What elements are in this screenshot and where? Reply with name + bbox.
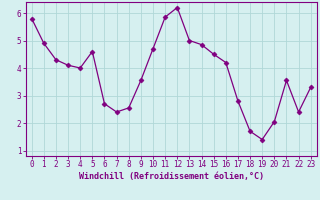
X-axis label: Windchill (Refroidissement éolien,°C): Windchill (Refroidissement éolien,°C) [79,172,264,181]
